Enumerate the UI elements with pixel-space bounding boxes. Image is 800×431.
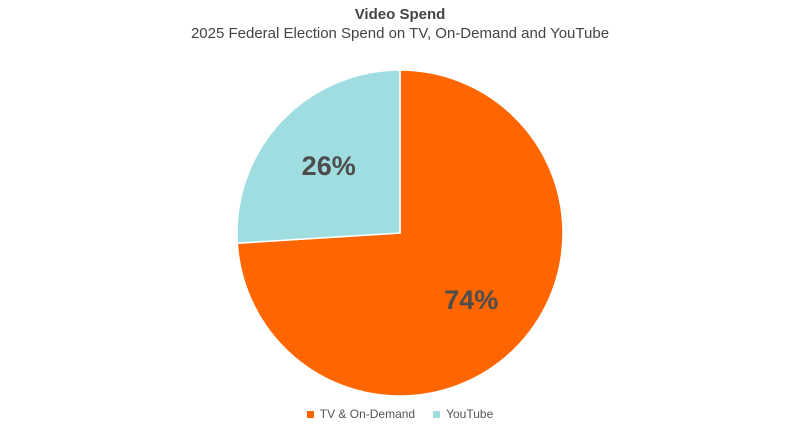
pie-label-tv-on-demand: 74% [444, 285, 498, 315]
legend-item-youtube[interactable]: YouTube [433, 407, 493, 421]
legend-item-tv[interactable]: TV & On-Demand [306, 407, 416, 421]
chart-subtitle: 2025 Federal Election Spend on TV, On-De… [190, 25, 610, 42]
legend-swatch-youtube [433, 410, 441, 418]
legend-label-tv: TV & On-Demand [319, 407, 416, 421]
legend-label-youtube: YouTube [446, 407, 494, 421]
pie-slice-youtube[interactable] [236, 69, 401, 245]
legend: TV & On-Demand YouTube [0, 407, 800, 421]
legend-swatch-tv [306, 410, 314, 418]
pie-label-youtube: 26% [302, 151, 356, 181]
chart-title: Video Spend [354, 6, 446, 23]
